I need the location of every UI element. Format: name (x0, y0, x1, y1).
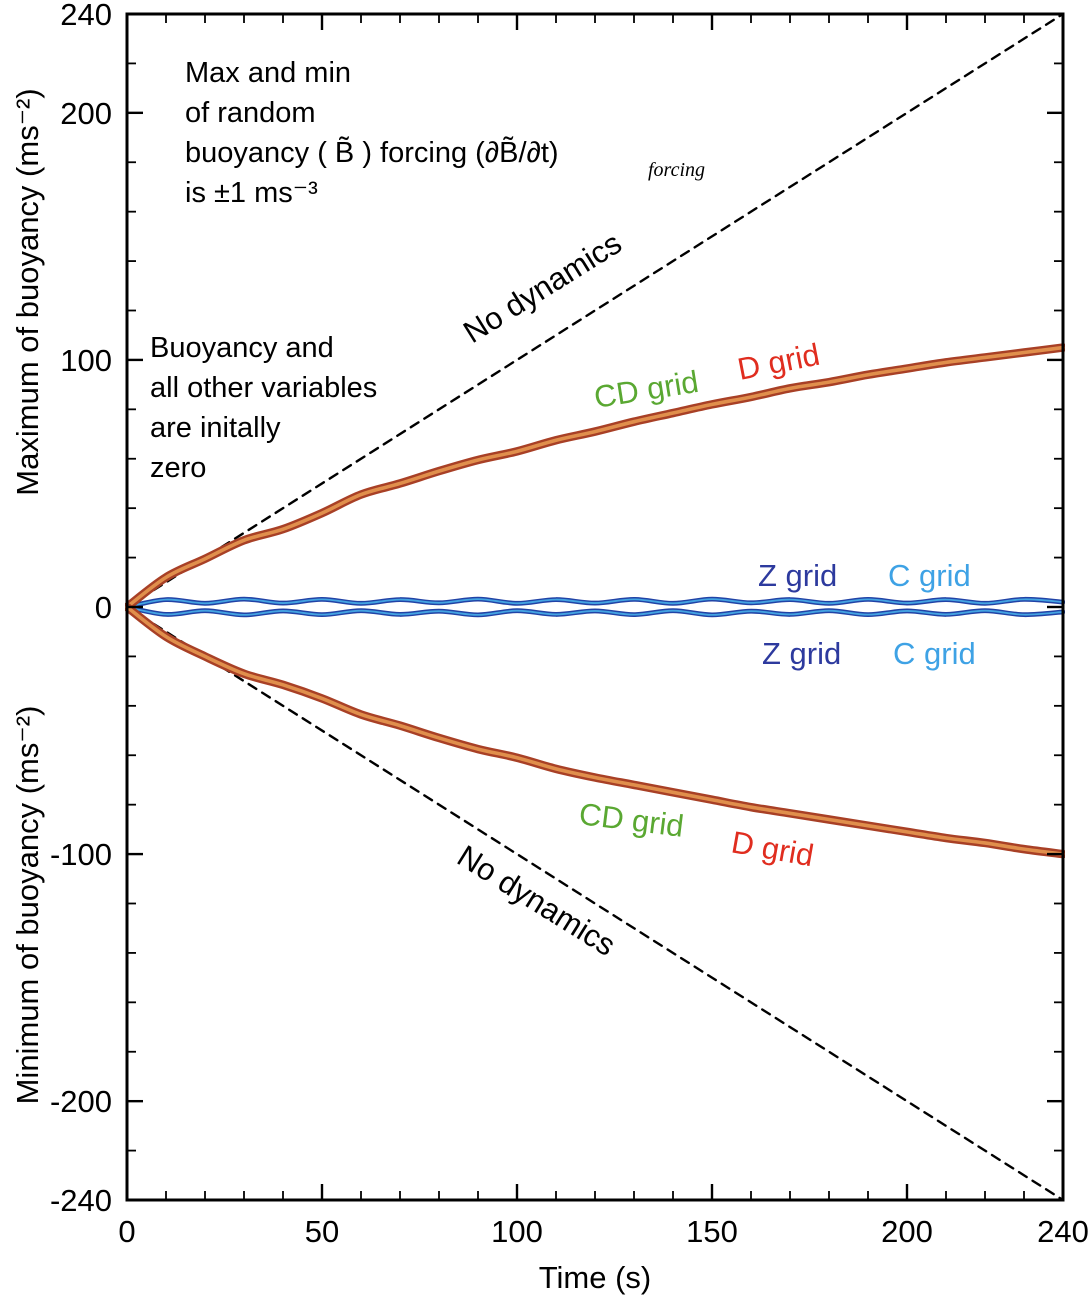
z-c-grid-min-line-core (126, 606, 1064, 616)
x-tick-label: 150 (686, 1214, 738, 1249)
forcing-note-line4: is ±1 ms⁻³ (185, 177, 318, 209)
y-tick-label: -240 (50, 1183, 112, 1218)
series-layer (125, 12, 1065, 1202)
y-tick-label: -200 (50, 1084, 112, 1119)
forcing-note-subscript: forcing (648, 159, 705, 181)
cd-grid-label-bottom: CD grid (577, 796, 686, 844)
y-tick-label: 100 (60, 343, 112, 378)
y-tick-label: 200 (60, 96, 112, 131)
d-cd-grid-min-line-core (125, 605, 1065, 856)
y-axis-title-minimum: Minimum of buoyancy (ms⁻²) (10, 706, 45, 1105)
no-dynamics-label-top: No dynamics (457, 225, 628, 350)
initial-note-line2: all other variables (150, 372, 377, 404)
z-grid-label-top: Z grid (758, 558, 837, 593)
forcing-note-line3: buoyancy ( B̃ ) forcing (∂B̃/∂t) (185, 136, 559, 169)
x-tick-label: 240 (1037, 1214, 1089, 1249)
no-dynamics-min-line (125, 605, 1065, 1202)
no-dynamics-max-line (125, 12, 1065, 609)
c-grid-label-bottom: C grid (893, 636, 976, 671)
d-grid-label-bottom: D grid (729, 824, 817, 873)
y-tick-label: -100 (50, 837, 112, 872)
y-tick-label: 240 (60, 0, 112, 32)
axis-ticks (125, 12, 1065, 1202)
initial-note-line4: zero (150, 452, 206, 484)
x-axis-title: Time (s) (539, 1260, 652, 1295)
forcing-note-line2: of random (185, 97, 316, 129)
x-tick-label: 50 (305, 1214, 339, 1249)
initial-note-line3: are initally (150, 412, 281, 444)
z-c-grid-max-line-core (126, 598, 1064, 608)
x-tick-label: 0 (118, 1214, 135, 1249)
y-tick-label: 0 (95, 590, 112, 625)
axis-tick-labels: 0 50 100 150 200 240 240 200 100 0 -100 -200 -240 (50, 0, 1089, 1249)
x-tick-label: 200 (881, 1214, 933, 1249)
d-cd-grid-max-line-core (125, 345, 1065, 609)
forcing-note-line1: Max and min (185, 57, 351, 89)
initial-note-line1: Buoyancy and (150, 332, 334, 364)
y-axis-title-maximum: Maximum of buoyancy (ms⁻²) (10, 88, 45, 495)
c-grid-label-top: C grid (888, 558, 971, 593)
x-tick-label: 100 (491, 1214, 543, 1249)
no-dynamics-label-bottom: No dynamics (451, 838, 622, 963)
z-grid-label-bottom: Z grid (762, 636, 841, 671)
d-grid-label-top: D grid (735, 337, 823, 387)
